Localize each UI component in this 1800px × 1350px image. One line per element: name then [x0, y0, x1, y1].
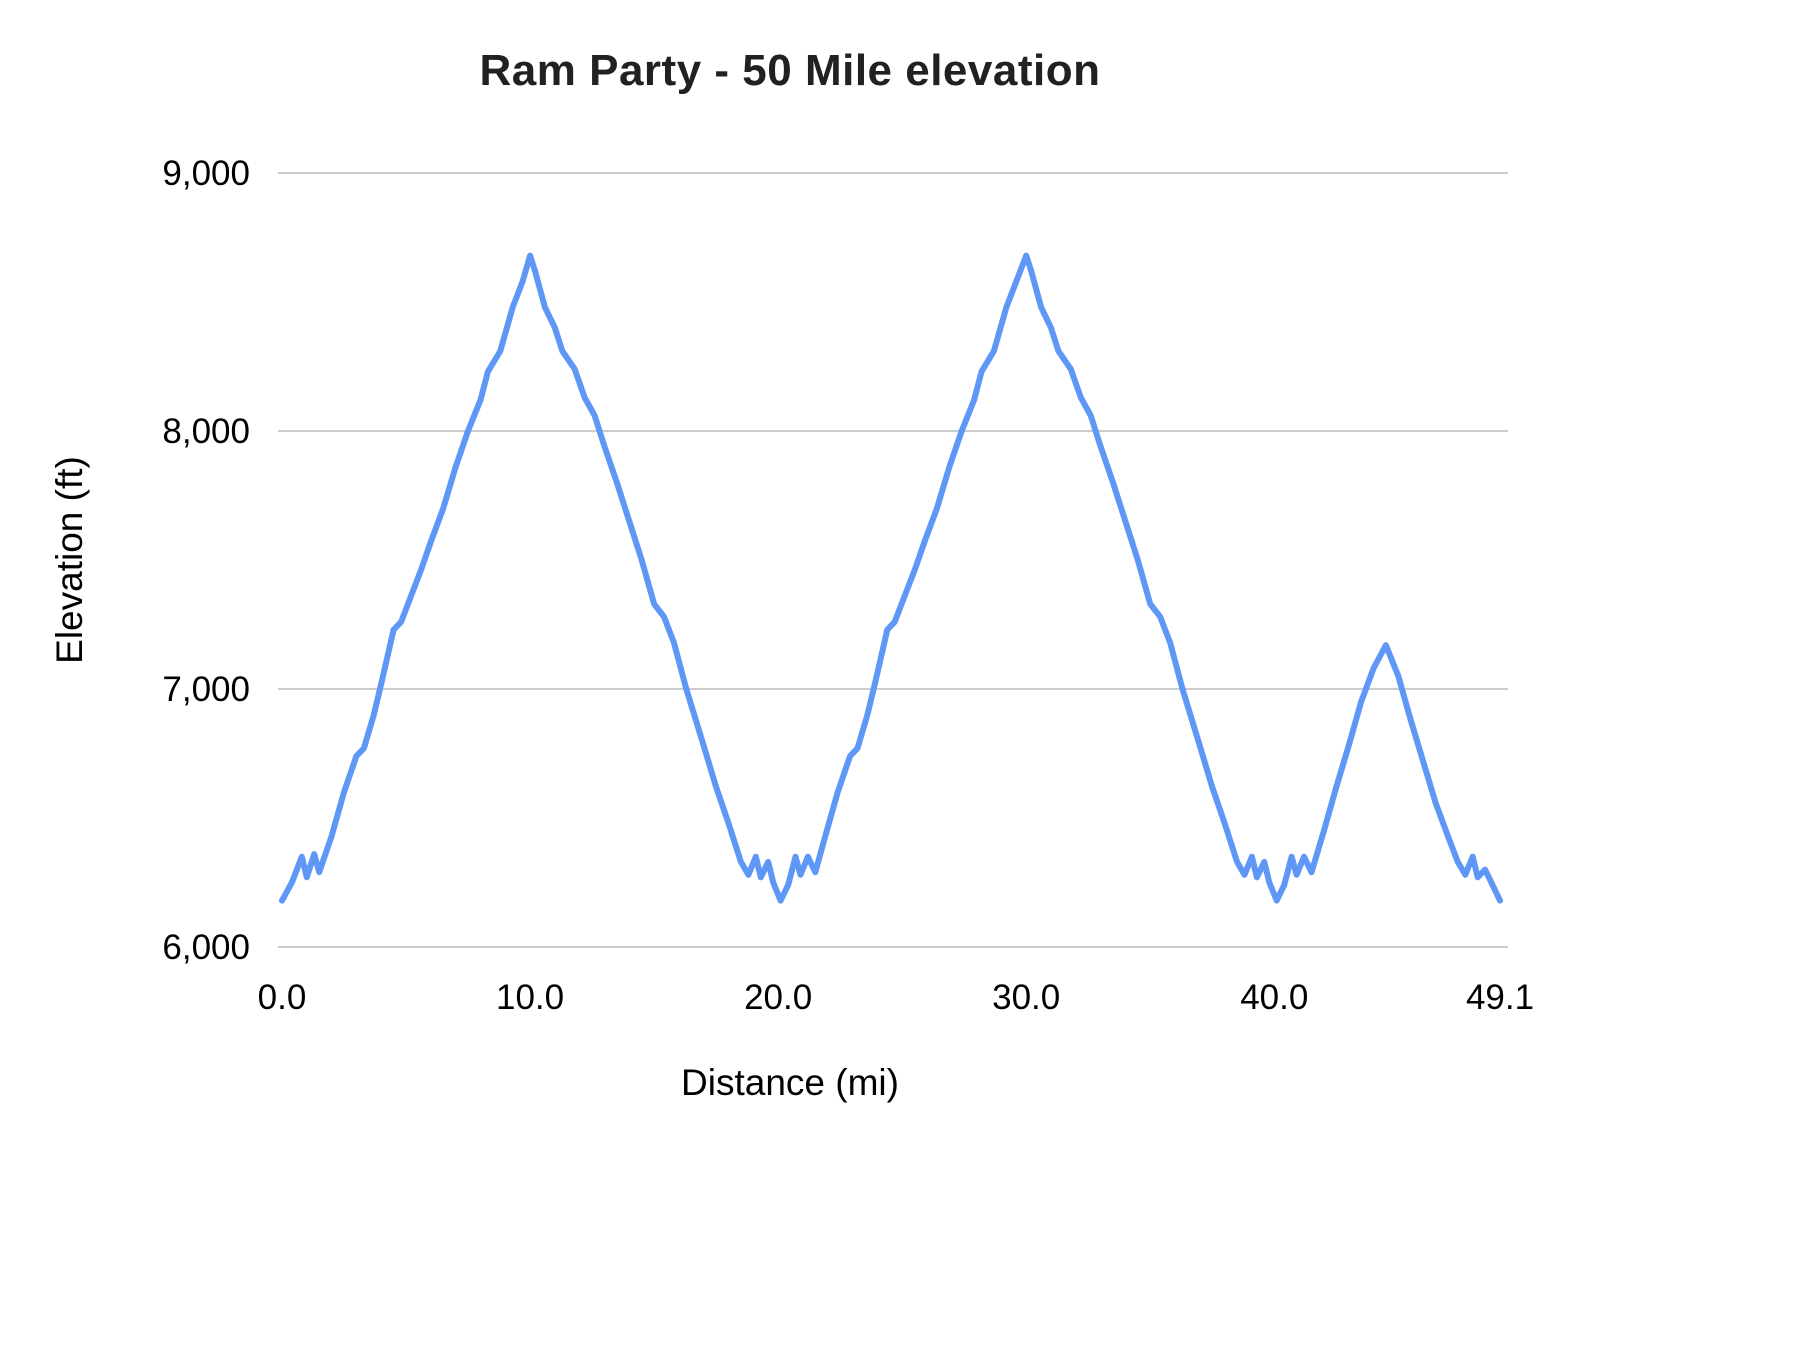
y-tick-label: 8,000 — [162, 412, 250, 451]
elevation-line — [279, 252, 1503, 904]
x-tick-label: 49.1 — [1466, 978, 1534, 1017]
y-tick-label: 7,000 — [162, 670, 250, 709]
y-tick-label: 9,000 — [162, 154, 250, 193]
x-axis-title: Distance (mi) — [681, 1062, 899, 1103]
y-tick-label: 6,000 — [162, 928, 250, 967]
x-tick-label: 40.0 — [1240, 978, 1308, 1017]
x-tick-label: 30.0 — [992, 978, 1060, 1017]
x-tick-label: 20.0 — [744, 978, 812, 1017]
x-tick-label: 0.0 — [258, 978, 307, 1017]
x-tick-label: 10.0 — [496, 978, 564, 1017]
chart-title: Ram Party - 50 Mile elevation — [479, 46, 1101, 95]
